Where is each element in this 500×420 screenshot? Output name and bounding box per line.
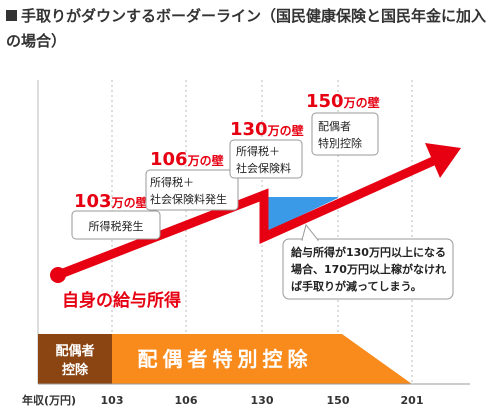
income-line-start-dot [50,267,66,283]
callout-line3: ば手取りが減ってしまう。 [291,279,422,293]
note-130-line2: 社会保険料 [236,161,291,175]
callout-pointer [301,223,320,241]
spouse-special-deduction-label: 配偶者特別控除 [138,347,313,371]
page-title: 手取りがダウンするボーダーライン（国民健康保険と国民年金に加入の場合） [6,4,494,54]
wall-103-num: 103 [74,191,112,212]
spouse-deduction-label-1: 配偶者 [55,343,94,359]
note-103-box [71,210,161,240]
wall-150-num: 150 [306,91,344,112]
wall-150-label: 150万の壁 [306,91,380,112]
income-line [56,153,442,280]
x-tick-103: 103 [101,394,124,407]
x-tick-130: 130 [251,394,274,407]
callout-box [282,238,454,300]
wall-130-suffix: 万の壁 [267,123,304,138]
spouse-deduction-label-2: 控除 [62,362,89,378]
x-tick-106: 106 [175,394,198,407]
note-130-line1: 所得税＋ [236,144,280,158]
wall-106-suffix: 万の壁 [187,153,224,168]
callout-line2: 場合、170万円以上稼がなけれ [291,262,446,276]
x-ticks: 103 106 130 150 201 [101,394,424,407]
note-106-line2: 社会保険料発生 [150,192,227,206]
x-tick-201: 201 [401,394,424,407]
wall-150-suffix: 万の壁 [343,95,380,110]
note-150-line1: 配偶者 [318,120,351,133]
series-label: 自身の給与所得 [62,290,181,311]
x-axis-label: 年収(万円) [22,393,76,407]
spouse-special-deduction-bar [112,334,412,384]
callout-line1: 給与所得が130万円以上になる [291,245,446,259]
wall-106-num: 106 [150,149,188,170]
wall-106-label: 106万の壁 [150,149,224,170]
income-line-arrowhead [425,143,461,178]
wall-130-num: 130 [230,119,268,140]
wall-103-label: 103万の壁 [74,191,148,212]
note-106-line1: 所得税＋ [150,175,194,189]
title-square-icon [6,10,17,21]
note-130-box [229,139,303,179]
page-title-text: 手取りがダウンするボーダーライン（国民健康保険と国民年金に加入の場合） [6,7,487,50]
note-150-line2: 特別控除 [318,136,362,150]
spouse-deduction-bar [38,334,112,384]
note-103-line1: 所得税発生 [89,219,144,233]
note-106-box [145,169,239,211]
wall-103-suffix: 万の壁 [111,195,148,210]
wall-130-label: 130万の壁 [230,119,304,140]
note-150-box [311,112,379,156]
x-tick-150: 150 [327,394,350,407]
